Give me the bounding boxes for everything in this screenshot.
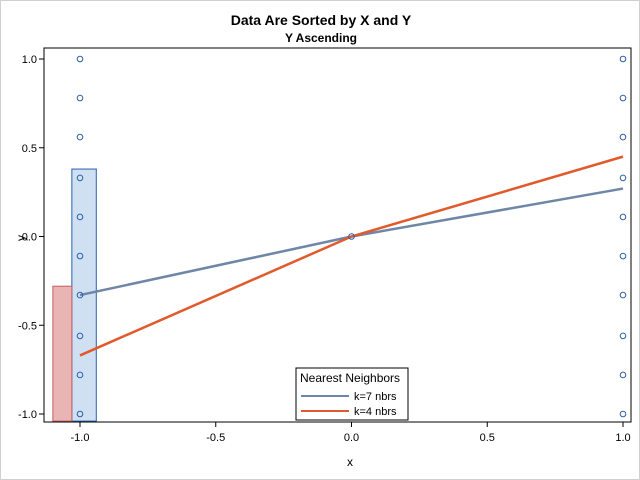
series-line-2 [79,155,624,357]
y-tick-label: -0.5 [18,320,37,332]
data-point [619,252,627,260]
legend-title: Nearest Neighbors [300,371,400,385]
data-point [619,174,627,182]
y-tick-label: 1.0 [22,54,37,66]
scatter-points [76,55,627,418]
data-point [76,291,84,299]
data-point [76,94,84,102]
series-lines [79,155,624,357]
data-point [76,371,84,379]
data-point [619,213,627,221]
series-line-1 [79,187,624,297]
y-tick-label: -1.0 [18,409,37,421]
x-axis-label: x [347,455,353,469]
data-point [619,55,627,63]
data-point [76,332,84,340]
data-point [76,410,84,418]
plot-area-border [43,47,632,423]
x-tick-label: 1.0 [615,432,630,444]
data-point [619,410,627,418]
data-point [619,133,627,141]
data-point [619,291,627,299]
x-tick-label: -1.0 [71,432,90,444]
x-axis-ticks: -1.0 -0.5 0.0 0.5 1.0 [71,422,631,444]
x-tick-label: 0.5 [480,432,495,444]
data-point [348,233,355,240]
legend-label-k7: k=7 nbrs [354,391,397,403]
data-point [619,332,627,340]
data-point [76,252,84,260]
y-tick-label: 0.0 [22,232,37,244]
data-point [76,174,84,182]
data-point [619,94,627,102]
x-tick-label: 0.0 [344,432,359,444]
x-tick-label: -0.5 [206,432,225,444]
data-point [76,213,84,221]
y-tick-label: 0.5 [22,143,37,155]
data-point [619,371,627,379]
y-axis-label: y [14,235,28,241]
chart-title: Data Are Sorted by X and Y [231,12,412,28]
data-point [76,133,84,141]
legend: Nearest Neighbors k=7 nbrs k=4 nbrs [295,367,409,421]
data-point [76,55,84,63]
legend-label-k4: k=4 nbrs [354,406,397,418]
highlight-region-2 [52,285,73,422]
highlight-regions [52,168,97,422]
chart-subtitle: Y Ascending [285,31,357,45]
y-axis-ticks: 1.0 0.5 0.0 -0.5 -1.0 [18,54,44,421]
